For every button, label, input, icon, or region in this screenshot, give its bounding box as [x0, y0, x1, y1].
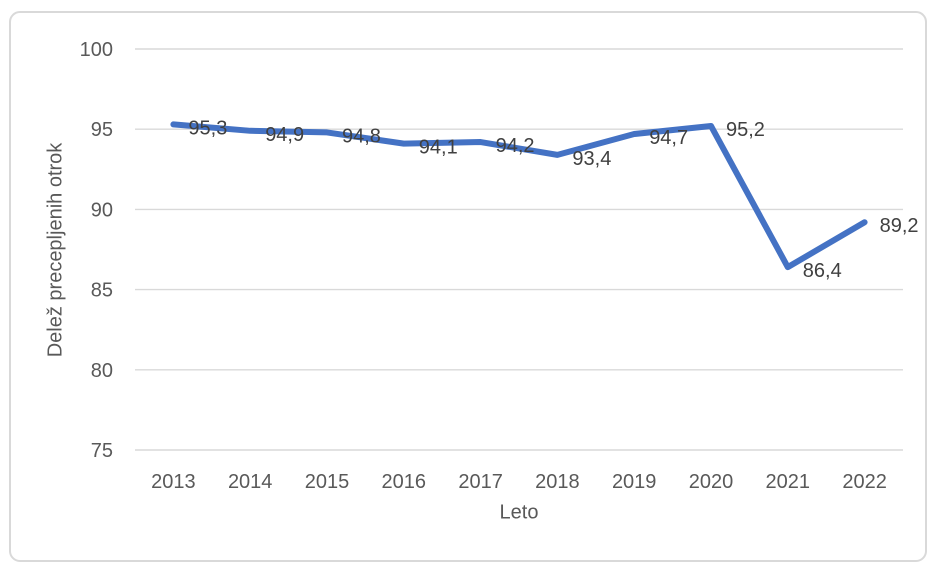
x-tick-label: 2014 [228, 471, 273, 493]
data-label: 94,1 [419, 137, 458, 159]
x-tick-label: 2020 [689, 471, 734, 493]
data-label: 89,2 [880, 215, 919, 237]
y-tick-label: 80 [91, 360, 113, 382]
data-label: 94,8 [342, 125, 381, 147]
data-label: 94,9 [265, 124, 304, 146]
x-tick-label: 2015 [305, 471, 350, 493]
data-label: 94,7 [649, 127, 688, 149]
x-tick-label: 2018 [535, 471, 580, 493]
data-label: 95,2 [726, 119, 765, 141]
x-tick-label: 2021 [766, 471, 811, 493]
data-label: 94,2 [496, 135, 535, 157]
x-tick-label: 2017 [458, 471, 503, 493]
y-tick-label: 100 [80, 39, 113, 61]
data-label: 93,4 [572, 148, 611, 170]
y-tick-label: 85 [91, 280, 113, 302]
x-tick-label: 2022 [842, 471, 887, 493]
x-tick-label: 2013 [151, 471, 196, 493]
y-tick-label: 90 [91, 199, 113, 221]
data-label: 86,4 [803, 260, 842, 282]
chart-border [9, 11, 927, 562]
x-tick-label: 2016 [382, 471, 427, 493]
x-tick-label: 2019 [612, 471, 657, 493]
y-tick-label: 75 [91, 440, 113, 462]
series-line [170, 121, 868, 271]
y-tick-label: 95 [91, 119, 113, 141]
data-label: 95,3 [188, 117, 227, 139]
